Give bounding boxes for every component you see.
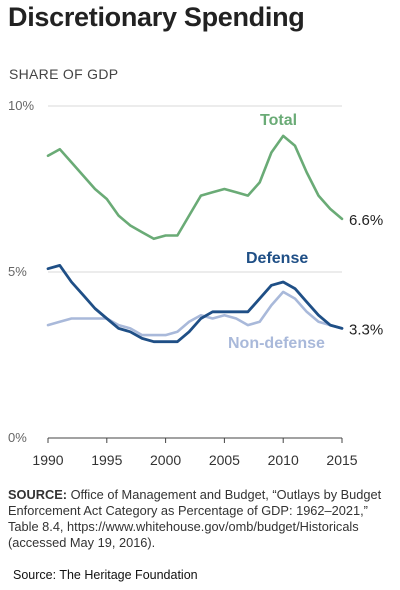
series-line-defense [46,263,344,344]
y-tick-label-10: 10% [8,98,34,113]
chart-subtitle: SHARE OF GDP [9,66,119,82]
x-tick-label-1990: 1990 [32,452,63,468]
x-axis-ticks: 1990 1995 2000 2005 2010 2015 [32,438,358,468]
x-tick-label-2005: 2005 [209,452,240,468]
end-value-total: 6.6% [349,212,383,229]
source-note: SOURCE: Office of Management and Budget,… [8,487,394,551]
series-lines [46,134,344,344]
x-tick-label-1995: 1995 [91,452,122,468]
x-tick-label-2000: 2000 [150,452,181,468]
y-tick-label-0: 0% [8,430,27,445]
chart-title: Discretionary Spending [8,2,305,32]
series-name-total: Total [260,112,297,129]
gridlines [48,105,342,439]
y-tick-label-5: 5% [8,264,27,279]
line-chart: 0% 5% 10% 1990 1995 2000 2005 2010 2015 Total 6.… [8,98,383,468]
image-credit: Source: The Heritage Foundation [13,568,198,582]
series-name-defense: Defense [246,250,308,267]
y-axis-labels: 0% 5% 10% [8,98,34,445]
series-line-total [46,134,344,241]
x-tick-label-2010: 2010 [268,452,299,468]
series-labels: Total 6.6% Defense 3.3% Non-defense [228,112,383,352]
series-name-non-defense: Non-defense [228,335,325,352]
source-label: SOURCE: [8,487,68,502]
x-tick-label-2015: 2015 [326,452,357,468]
end-value-defense: 3.3% [349,321,383,338]
source-text: Office of Management and Budget, “Outlay… [8,487,382,550]
series-line-non-defense [46,290,344,337]
